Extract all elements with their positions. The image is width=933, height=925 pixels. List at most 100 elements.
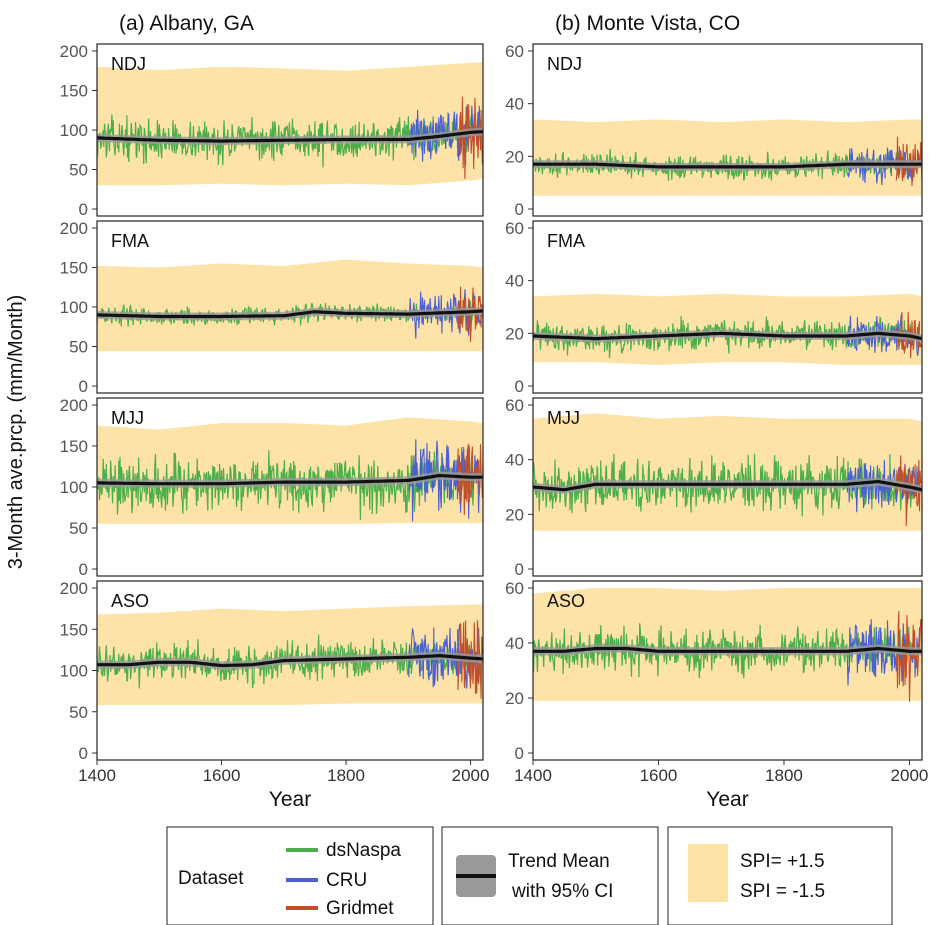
panel-frame [532, 220, 923, 394]
series-cru [408, 439, 482, 522]
series-gridmet [895, 610, 922, 702]
y-tick-label: 50 [69, 703, 88, 722]
legend-ci-label: with 95% CI [511, 881, 613, 902]
panel-plot-area [533, 293, 922, 365]
panel-aso-a: 0 50 100 150 200 1400 1600 1800 2000 Year ASO [60, 579, 490, 811]
panel-plot-area [533, 588, 922, 702]
panel-frame [532, 43, 923, 217]
y-tick-label: 150 [60, 437, 88, 456]
season-label: ASO [547, 591, 585, 611]
legend-dataset-box: Dataset dsNaspa CRU Gridmet [166, 826, 434, 925]
spi-band [533, 293, 922, 365]
panel-ndj-a: 0 50 100 150 200 NDJ (a) Albany, GA [60, 12, 484, 219]
trend-mean-line [533, 479, 922, 492]
y-tick-label: 0 [515, 744, 524, 763]
y-tick-label: 40 [505, 451, 524, 470]
panel-plot-area [97, 417, 483, 524]
y-tick-label: 0 [515, 377, 524, 396]
panel-title: (a) Albany, GA [119, 12, 254, 35]
y-tick-label: 40 [505, 95, 524, 114]
y-tick-label: 50 [69, 338, 88, 357]
panel-frame [532, 580, 923, 761]
x-tick-label: 1400 [514, 766, 552, 785]
y-tick-label: 60 [505, 396, 524, 415]
y-tick-label: 40 [505, 634, 524, 653]
y-tick-label: 100 [60, 662, 88, 681]
trend-ci-band [533, 329, 922, 343]
trend-mean-line [97, 130, 483, 143]
panel-ndj-b: 0 20 40 60 NDJ (b) Monte Vista, CO [505, 12, 923, 219]
y-tick-label: 150 [60, 82, 88, 101]
y-tick-label: 100 [60, 478, 88, 497]
series-gridmet [895, 455, 922, 527]
panel-plot-area [97, 62, 483, 186]
y-tick-label: 60 [505, 219, 524, 238]
y-tick-label: 20 [505, 324, 524, 343]
y-tick-label: 0 [79, 200, 88, 219]
panel-frame [532, 397, 923, 577]
y-tick-label: 200 [60, 219, 88, 238]
x-tick-label: 1800 [765, 766, 803, 785]
y-tick-label: 40 [505, 272, 524, 291]
panel-plot-area [533, 413, 922, 531]
legend-trend-label: Trend Mean [508, 851, 610, 872]
y-tick-label: 20 [505, 505, 524, 524]
panel-fma-a: 0 50 100 150 200 FMA [60, 219, 484, 396]
y-tick-label: 150 [60, 259, 88, 278]
y-tick-label: 60 [505, 579, 524, 598]
legend-spi-swatch [688, 844, 728, 902]
panel-fma-b: 0 20 40 60 FMA [505, 219, 923, 396]
x-tick-label: 1600 [203, 766, 241, 785]
x-axis-label: Year [269, 788, 311, 811]
y-axis-label: 3-Month ave.prcp. (mm/Month) [5, 295, 27, 570]
y-tick-label: 0 [515, 200, 524, 219]
trend-mean-line [533, 331, 922, 341]
x-tick-label: 1600 [640, 766, 678, 785]
season-label: FMA [547, 231, 585, 251]
series-cru [846, 314, 921, 356]
panel-mjj-a: 0 50 100 150 200 MJJ [60, 396, 484, 579]
legend-trend-box: Trend Mean with 95% CI [441, 826, 659, 925]
trend-mean-line [533, 162, 922, 169]
y-tick-label: 20 [505, 689, 524, 708]
season-label: MJJ [111, 408, 144, 428]
x-tick-label: 2000 [452, 766, 490, 785]
x-tick-label: 1800 [327, 766, 365, 785]
season-label: MJJ [547, 408, 580, 428]
season-label: NDJ [111, 54, 146, 74]
season-label: FMA [111, 231, 149, 251]
legend-spi-upper: SPI= +1.5 [740, 851, 825, 872]
y-tick-label: 100 [60, 121, 88, 140]
panel-title: (b) Monte Vista, CO [555, 12, 740, 35]
x-tick-label: 2000 [891, 766, 929, 785]
y-tick-label: 150 [60, 620, 88, 639]
panel-plot-area [97, 259, 483, 352]
trend-mean-line [97, 309, 483, 319]
spi-band [533, 119, 922, 196]
legend-spi-box: SPI= +1.5 SPI = -1.5 [667, 826, 893, 925]
legend-dataset-title: Dataset [178, 868, 244, 889]
y-tick-label: 0 [515, 560, 524, 579]
series-gridmet [456, 286, 483, 342]
y-tick-label: 200 [60, 42, 88, 61]
trend-mean-line [97, 473, 483, 486]
y-tick-label: 50 [69, 161, 88, 180]
y-tick-label: 100 [60, 298, 88, 317]
legend-item-cru: CRU [326, 870, 367, 891]
legend-spi-lower: SPI = -1.5 [740, 881, 825, 902]
panel-aso-b: 0 20 40 60 1400 1600 1800 2000 Year ASO [505, 579, 928, 811]
series-gridmet [895, 136, 922, 187]
trend-mean-line [97, 654, 483, 668]
y-tick-label: 0 [79, 377, 88, 396]
season-label: ASO [111, 591, 149, 611]
legend-item-dsnaspa: dsNaspa [326, 840, 401, 861]
y-tick-label: 200 [60, 396, 88, 415]
legend-item-gridmet: Gridmet [326, 898, 394, 919]
spi-band [97, 259, 483, 352]
series-gridmet [456, 620, 483, 699]
panel-plot-area [97, 604, 483, 706]
series-gridmet [456, 443, 483, 515]
y-tick-label: 200 [60, 579, 88, 598]
x-axis-label: Year [706, 788, 748, 811]
